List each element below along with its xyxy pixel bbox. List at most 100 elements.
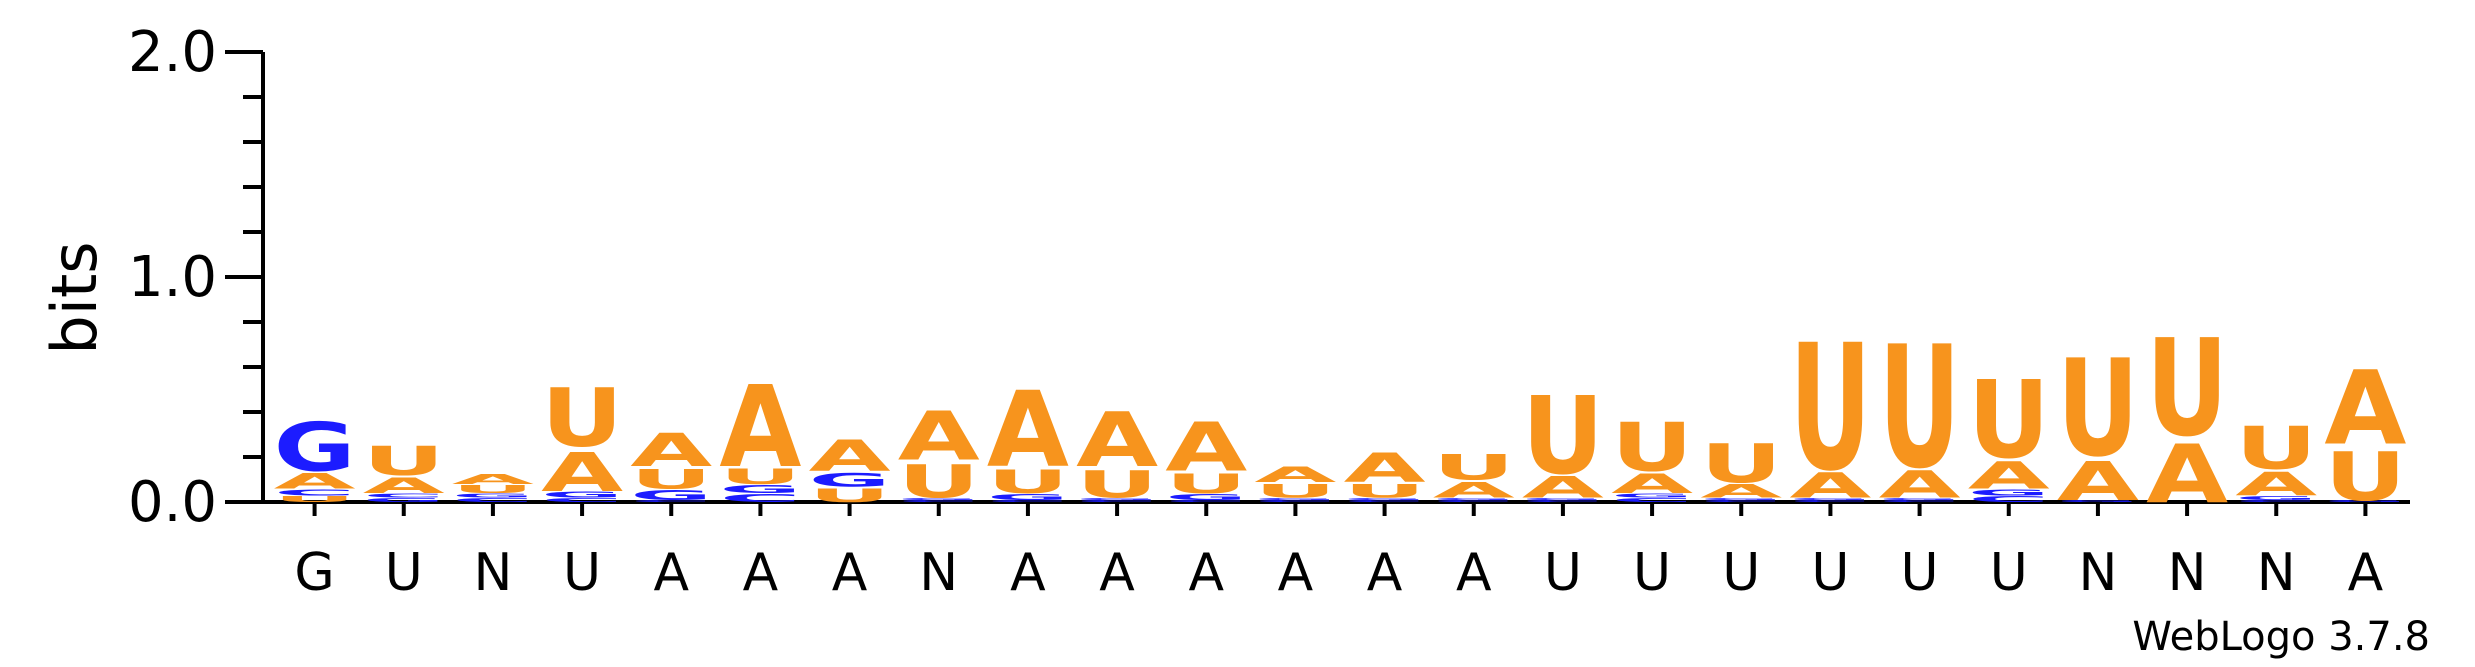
logo-letter-U: U (2324, 439, 2406, 516)
position-label: N (919, 543, 958, 603)
logo-letter-G: G (452, 493, 534, 499)
axes: 0.0 1.0 2.0 (128, 20, 2410, 535)
logo-letter-U: U (898, 456, 980, 509)
logo-letter-G: G (1433, 497, 1515, 500)
logo-letter-C: C (898, 500, 980, 503)
y-axis-label: bits (38, 241, 111, 354)
logo-letter-G: G (630, 487, 712, 503)
logo-letter-C: C (719, 492, 801, 505)
logo-letter-G: G (541, 490, 623, 499)
logo-letter-A: A (1611, 468, 1693, 499)
position-label: A (743, 543, 779, 603)
logo-letter-U: U (2146, 310, 2228, 466)
logo-letter-A: A (1433, 478, 1515, 503)
logo-letter-G: G (1522, 497, 1604, 500)
logo-letter-C: C (1165, 500, 1247, 503)
position-label: N (2168, 543, 2207, 603)
logo-letter-A: A (1789, 465, 1871, 506)
logo-letter-C: C (987, 500, 1069, 503)
position-label: U (1633, 543, 1671, 603)
logo-letter-U: U (1165, 468, 1247, 499)
logo-letter-G: G (1076, 497, 1158, 500)
y-tick-label: 2.0 (128, 20, 217, 85)
position-label: G (294, 543, 334, 603)
logo-letter-U: U (1344, 481, 1426, 503)
logo-letter-G: G (1700, 497, 1782, 500)
logo-letter-U: U (719, 464, 801, 489)
logo-letter-A: A (2146, 429, 2228, 522)
logo-letter-A: A (2235, 466, 2318, 503)
logo-letter-C: C (1968, 495, 2050, 504)
logo-letter-G: G (1254, 497, 1336, 500)
logo-letter-U: U (363, 439, 445, 485)
position-label: A (2348, 543, 2384, 603)
logo-letter-C: C (1879, 500, 1961, 503)
position-label: U (563, 543, 601, 603)
logo-letter-A: A (898, 397, 981, 475)
logo-letter-A: A (1254, 462, 1336, 487)
logo-letter-G: G (2235, 495, 2317, 501)
logo-letter-A: A (274, 469, 356, 494)
logo-letter-A: A (452, 472, 535, 488)
logo-letter-A: A (1879, 463, 1962, 507)
logo-letter-A: A (630, 424, 712, 477)
logo-letter-U: U (2235, 414, 2317, 482)
logo-letter-C: C (363, 493, 445, 499)
position-label: U (1990, 543, 2028, 603)
position-label: U (385, 543, 423, 603)
y-tick-label: 1.0 (128, 245, 217, 310)
logo-letter-G: G (719, 483, 801, 495)
logo-letter-A: A (1165, 409, 1248, 487)
position-label: A (653, 543, 689, 603)
logo-letter-G: G (2324, 500, 2406, 503)
position-label: A (1010, 543, 1046, 603)
logo-letter-U: U (630, 464, 712, 495)
logo-letter-G: G (1165, 492, 1247, 501)
logo-letter-A: A (719, 362, 801, 493)
logo-letter-A: A (541, 441, 623, 503)
position-label: A (1099, 543, 1135, 603)
position-label: A (1188, 543, 1224, 603)
logo-letter-C: C (1076, 500, 1158, 503)
position-label: N (2257, 543, 2296, 603)
logo-letter-G: G (809, 469, 891, 491)
position-label: A (1367, 543, 1403, 603)
logo-letter-U: U (452, 483, 534, 495)
logo-letter-C: C (274, 488, 356, 497)
logo-letter-A: A (1968, 454, 2051, 498)
logo-letter-C: C (1254, 500, 1336, 503)
logo-letter-G: G (898, 497, 980, 500)
logo-letter-U: U (541, 371, 623, 465)
logo-letter-U: U (1700, 433, 1782, 495)
logo-letter-G: G (987, 492, 1069, 501)
logo-letter-U: U (1968, 357, 2050, 482)
logo-letter-C: C (1789, 500, 1871, 503)
logo-letter-C: C (1344, 500, 1426, 503)
logo-letter-G: G (1789, 497, 1871, 500)
logo-letter-G: G (363, 497, 445, 503)
logo-letter-G: G (274, 409, 356, 487)
weblogo-version: WebLogo 3.7.8 (2132, 614, 2430, 660)
logo-letter-U: U (1433, 447, 1515, 487)
logo-letter-A: A (1522, 471, 1604, 505)
logo-letter-A: A (2057, 450, 2139, 512)
logo-letter-C: C (1611, 497, 1693, 503)
logo-letter-A: A (809, 431, 892, 481)
logo-letter-U: U (987, 463, 1069, 501)
logo-letter-U: U (1789, 308, 1871, 510)
y-tick-label: 0.0 (128, 470, 217, 535)
logo-letter-A: A (1076, 397, 1158, 484)
position-label: A (1456, 543, 1492, 603)
position-label: U (1901, 543, 1939, 603)
logo-letter-A: A (1700, 480, 1782, 502)
position-label: N (473, 543, 512, 603)
logo-letter-U: U (1522, 373, 1604, 498)
position-label: U (1811, 543, 1849, 603)
logo-letter-G: G (2057, 500, 2139, 503)
logo-letter-G: G (1344, 497, 1426, 500)
position-label: A (832, 543, 868, 603)
logo-letter-U: U (2057, 331, 2139, 487)
logo-letter-G: G (1611, 493, 1693, 499)
